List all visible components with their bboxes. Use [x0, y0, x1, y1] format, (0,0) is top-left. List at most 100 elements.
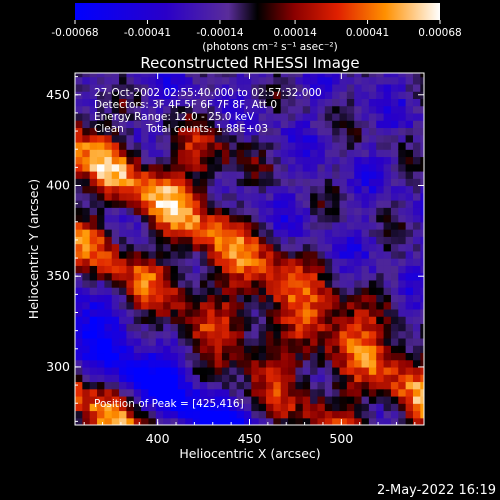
heatmap-cell	[266, 185, 274, 194]
heatmap-cell	[412, 272, 421, 281]
heatmap-cell	[361, 403, 370, 412]
heatmap-cell	[170, 185, 179, 194]
heatmap-cell	[354, 301, 363, 310]
heatmap-cell	[288, 294, 297, 303]
heatmap-cell	[324, 83, 333, 92]
heatmap-cell	[111, 149, 120, 158]
heatmap-cell	[236, 229, 245, 237]
heatmap-cell	[207, 141, 216, 150]
heatmap-cell	[420, 323, 424, 332]
heatmap-cell	[104, 316, 113, 324]
heatmap-cell	[390, 403, 399, 412]
heatmap-cell	[332, 316, 341, 324]
heatmap-cell	[273, 279, 282, 288]
heatmap-cell	[133, 388, 142, 397]
heatmap-cell	[185, 366, 194, 375]
heatmap-cell	[258, 134, 267, 143]
heatmap-cell	[390, 229, 399, 237]
heatmap-cell	[376, 163, 385, 172]
heatmap-cell	[199, 112, 208, 121]
colorbar-tick-label: 0.00068	[418, 27, 461, 39]
heatmap-cell	[390, 316, 399, 324]
heatmap-cell	[398, 352, 407, 361]
heatmap-cell	[229, 258, 238, 266]
heatmap-cell	[258, 250, 267, 259]
heatmap-cell	[273, 229, 282, 237]
heatmap-cell	[192, 156, 201, 165]
heatmap-cell	[185, 127, 194, 136]
heatmap-cell	[310, 243, 319, 252]
heatmap-cell	[155, 221, 164, 230]
heatmap-cell	[280, 345, 289, 354]
heatmap-cell	[177, 381, 186, 390]
heatmap-cell	[163, 265, 172, 274]
heatmap-cell	[82, 417, 91, 425]
heatmap-cell	[185, 207, 194, 216]
heatmap-cell	[192, 388, 201, 397]
heatmap-cell	[243, 200, 252, 208]
heatmap-cell	[82, 352, 91, 361]
heatmap-cell	[376, 359, 385, 368]
heatmap-cell	[288, 91, 297, 99]
heatmap-cell	[119, 83, 128, 92]
heatmap-cell	[420, 381, 424, 390]
heatmap-cell	[82, 91, 91, 99]
heatmap-cell	[376, 243, 385, 252]
heatmap-cell	[170, 272, 179, 281]
heatmap-cell	[97, 105, 105, 114]
heatmap-cell	[236, 417, 245, 425]
heatmap-cell	[412, 308, 421, 317]
heatmap-cell	[141, 359, 150, 368]
heatmap-cell	[133, 120, 142, 129]
heatmap-cell	[119, 236, 128, 245]
heatmap-cell	[141, 287, 150, 295]
heatmap-cell	[266, 294, 274, 303]
heatmap-cell	[229, 149, 238, 158]
heatmap-cell	[405, 112, 414, 121]
heatmap-cell	[192, 127, 201, 136]
heatmap-cell	[89, 91, 98, 99]
heatmap-cell	[273, 105, 282, 114]
heatmap-cell	[339, 366, 348, 375]
heatmap-cell	[324, 141, 333, 150]
heatmap-cell	[376, 374, 385, 383]
heatmap-cell	[214, 207, 223, 216]
heatmap-cell	[258, 112, 267, 121]
heatmap-cell	[155, 330, 164, 339]
heatmap-cell	[97, 156, 105, 165]
heatmap-cell	[236, 221, 245, 230]
heatmap-cell	[412, 207, 421, 216]
heatmap-cell	[82, 156, 91, 165]
heatmap-cell	[251, 200, 260, 208]
heatmap-cell	[412, 243, 421, 252]
heatmap-cell	[221, 200, 230, 208]
heatmap-cell	[229, 156, 238, 165]
heatmap-cell	[207, 120, 216, 129]
heatmap-cell	[383, 323, 392, 332]
heatmap-cell	[199, 250, 208, 259]
heatmap-cell	[354, 374, 363, 383]
heatmap-cell	[405, 141, 414, 150]
heatmap-cell	[346, 149, 355, 158]
heatmap-cell	[192, 105, 201, 114]
x-tick-label: 400	[146, 431, 170, 446]
heatmap-cell	[398, 105, 407, 114]
heatmap-cell	[302, 330, 311, 339]
heatmap-cell	[420, 287, 424, 295]
heatmap-cell	[236, 200, 245, 208]
heatmap-cell	[155, 120, 164, 129]
heatmap-cell	[177, 112, 186, 121]
heatmap-cell	[420, 207, 424, 216]
heatmap-cell	[339, 149, 348, 158]
heatmap-cell	[354, 388, 363, 397]
heatmap-cell	[280, 417, 289, 425]
heatmap-cell	[104, 250, 113, 259]
heatmap-cell	[346, 229, 355, 237]
heatmap-cell	[339, 98, 348, 107]
heatmap-cell	[339, 163, 348, 172]
heatmap-cell	[177, 294, 186, 303]
heatmap-cell	[104, 163, 113, 172]
heatmap-cell	[199, 279, 208, 288]
heatmap-cell	[148, 316, 157, 324]
heatmap-cell	[177, 279, 186, 288]
